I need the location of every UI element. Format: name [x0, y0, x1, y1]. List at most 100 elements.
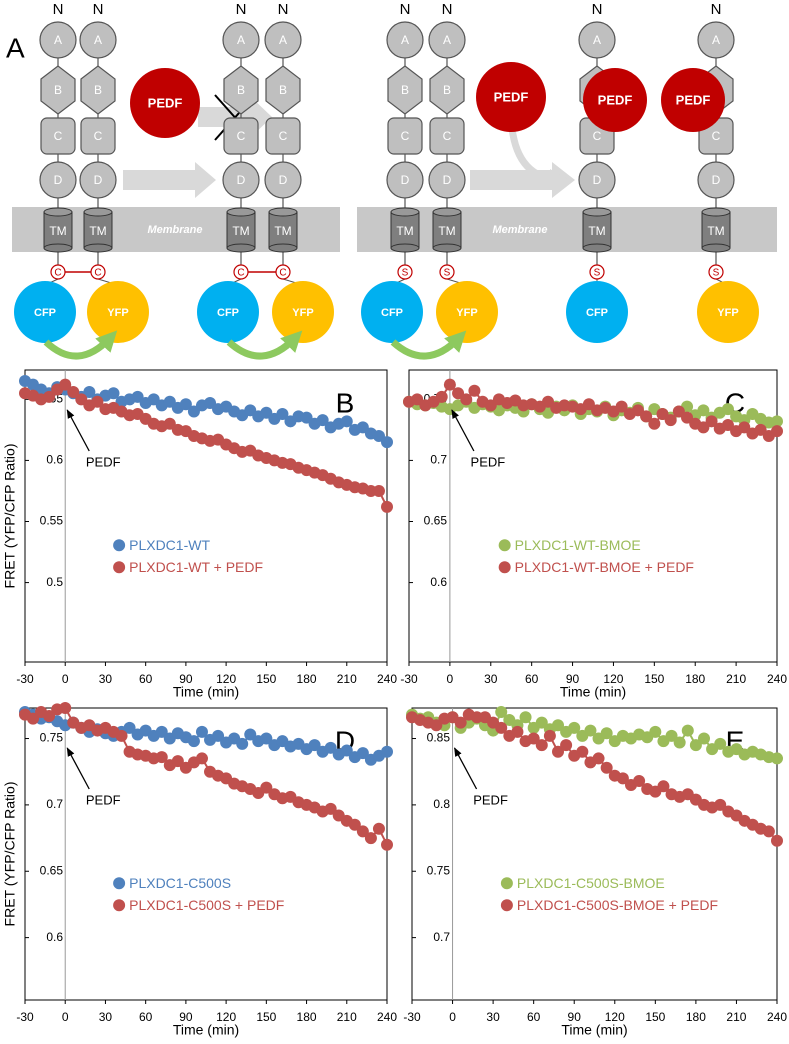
- data-point: [276, 407, 289, 420]
- data-point: [411, 393, 424, 406]
- tm-bottom: [582, 243, 612, 253]
- pedf-label: PEDF: [598, 92, 633, 107]
- domain-label: D: [443, 173, 452, 187]
- legend-label: PLXDC1-WT-BMOE: [515, 537, 641, 553]
- terminus: N: [53, 1, 64, 18]
- y-tick-label: 0.7: [430, 453, 447, 467]
- data-point: [648, 417, 661, 430]
- domain-label: B: [443, 83, 451, 97]
- data-point: [631, 404, 644, 417]
- x-tick-label: 150: [644, 672, 664, 686]
- data-point: [340, 744, 353, 757]
- data-point: [672, 405, 685, 418]
- data-point: [615, 400, 628, 413]
- data-point: [340, 415, 353, 428]
- data-point: [714, 737, 727, 750]
- pedf-label: PEDF: [494, 89, 529, 104]
- domain: [697, 161, 735, 199]
- tm-bottom: [43, 243, 73, 253]
- y-tick-label: 0.6: [430, 575, 447, 589]
- data-point: [115, 729, 128, 742]
- domain: [429, 117, 465, 155]
- data-point: [584, 724, 597, 737]
- data-point: [244, 728, 257, 741]
- tm-label: TM: [588, 224, 605, 238]
- data-point: [705, 415, 718, 428]
- domain: [40, 65, 76, 115]
- receptors: N A B C D TM C CFP N A B C D TM C YFP N A B C D TM C CFP N A B C D TM…: [14, 1, 759, 360]
- data-point: [657, 780, 670, 793]
- data-point: [324, 802, 337, 815]
- residue-label: S: [402, 268, 409, 279]
- x-tick-label: 210: [337, 672, 357, 686]
- x-tick-label: -30: [16, 1010, 34, 1024]
- x-tick-label: 120: [603, 672, 623, 686]
- x-tick-label: 180: [685, 672, 705, 686]
- plot-frame: [411, 707, 778, 1001]
- x-tick-label: 150: [645, 1010, 665, 1024]
- pedf-label: PEDF: [676, 92, 711, 107]
- residue: [397, 264, 413, 280]
- pedf: [476, 62, 546, 132]
- data-point: [430, 719, 443, 732]
- data-point: [454, 716, 467, 729]
- data-point: [738, 421, 751, 434]
- data-point: [656, 407, 669, 420]
- domain: [578, 21, 616, 59]
- data-point: [356, 747, 369, 760]
- domain-label: C: [443, 129, 452, 143]
- x-axis-title: Time (min): [561, 1022, 627, 1038]
- data-point: [527, 732, 540, 745]
- pedf: [130, 68, 200, 138]
- residue: [233, 264, 249, 280]
- data-point: [236, 737, 249, 750]
- domain-label: D: [237, 173, 246, 187]
- data-point: [600, 727, 613, 740]
- y-axis-title: FRET (YFP/CFP Ratio): [2, 444, 18, 589]
- data-point: [673, 736, 686, 749]
- data-point: [364, 832, 377, 845]
- data-point: [689, 739, 702, 752]
- domain-label: A: [94, 33, 102, 47]
- domain: [39, 21, 77, 59]
- domain-label: B: [94, 83, 102, 97]
- domain: [697, 21, 735, 59]
- x-tick-label: 0: [62, 1010, 69, 1024]
- x-tick-label: 240: [377, 672, 397, 686]
- domain: [80, 117, 116, 155]
- y-tick-label: 0.85: [427, 731, 451, 745]
- y-tick-label: 0.55: [40, 514, 64, 528]
- x-tick-label: 0: [62, 672, 69, 686]
- domain: [264, 21, 302, 59]
- x-tick-label: 120: [216, 1010, 236, 1024]
- domain: [387, 65, 423, 115]
- data-point: [511, 725, 524, 738]
- data-point: [372, 484, 385, 497]
- fp-label: YFP: [107, 307, 128, 319]
- data-point: [460, 393, 473, 406]
- data-point: [381, 745, 393, 758]
- data-point: [616, 772, 629, 785]
- domain-label: C: [237, 129, 246, 143]
- y-tick-label: 0.75: [427, 863, 451, 877]
- annotation: PEDF: [473, 792, 508, 807]
- tm-label: TM: [274, 224, 291, 238]
- x-tick-label: 90: [568, 1010, 582, 1024]
- x-axis-title: Time (min): [173, 684, 239, 700]
- domain-label: A: [712, 33, 720, 47]
- membrane-label: Membrane: [147, 224, 202, 236]
- legend-label: PLXDC1-C500S-BMOE: [517, 875, 665, 891]
- tm-top: [390, 207, 420, 217]
- arrow: [123, 162, 216, 198]
- data-point: [681, 411, 694, 424]
- data-point: [43, 709, 56, 722]
- tm: [83, 211, 113, 249]
- annotation-arrow: [66, 409, 90, 452]
- data-point: [171, 755, 184, 768]
- data-point: [468, 384, 481, 397]
- data-point: [664, 414, 677, 427]
- arrow: [470, 162, 575, 198]
- fp-label: YFP: [717, 307, 738, 319]
- data-point: [519, 711, 532, 724]
